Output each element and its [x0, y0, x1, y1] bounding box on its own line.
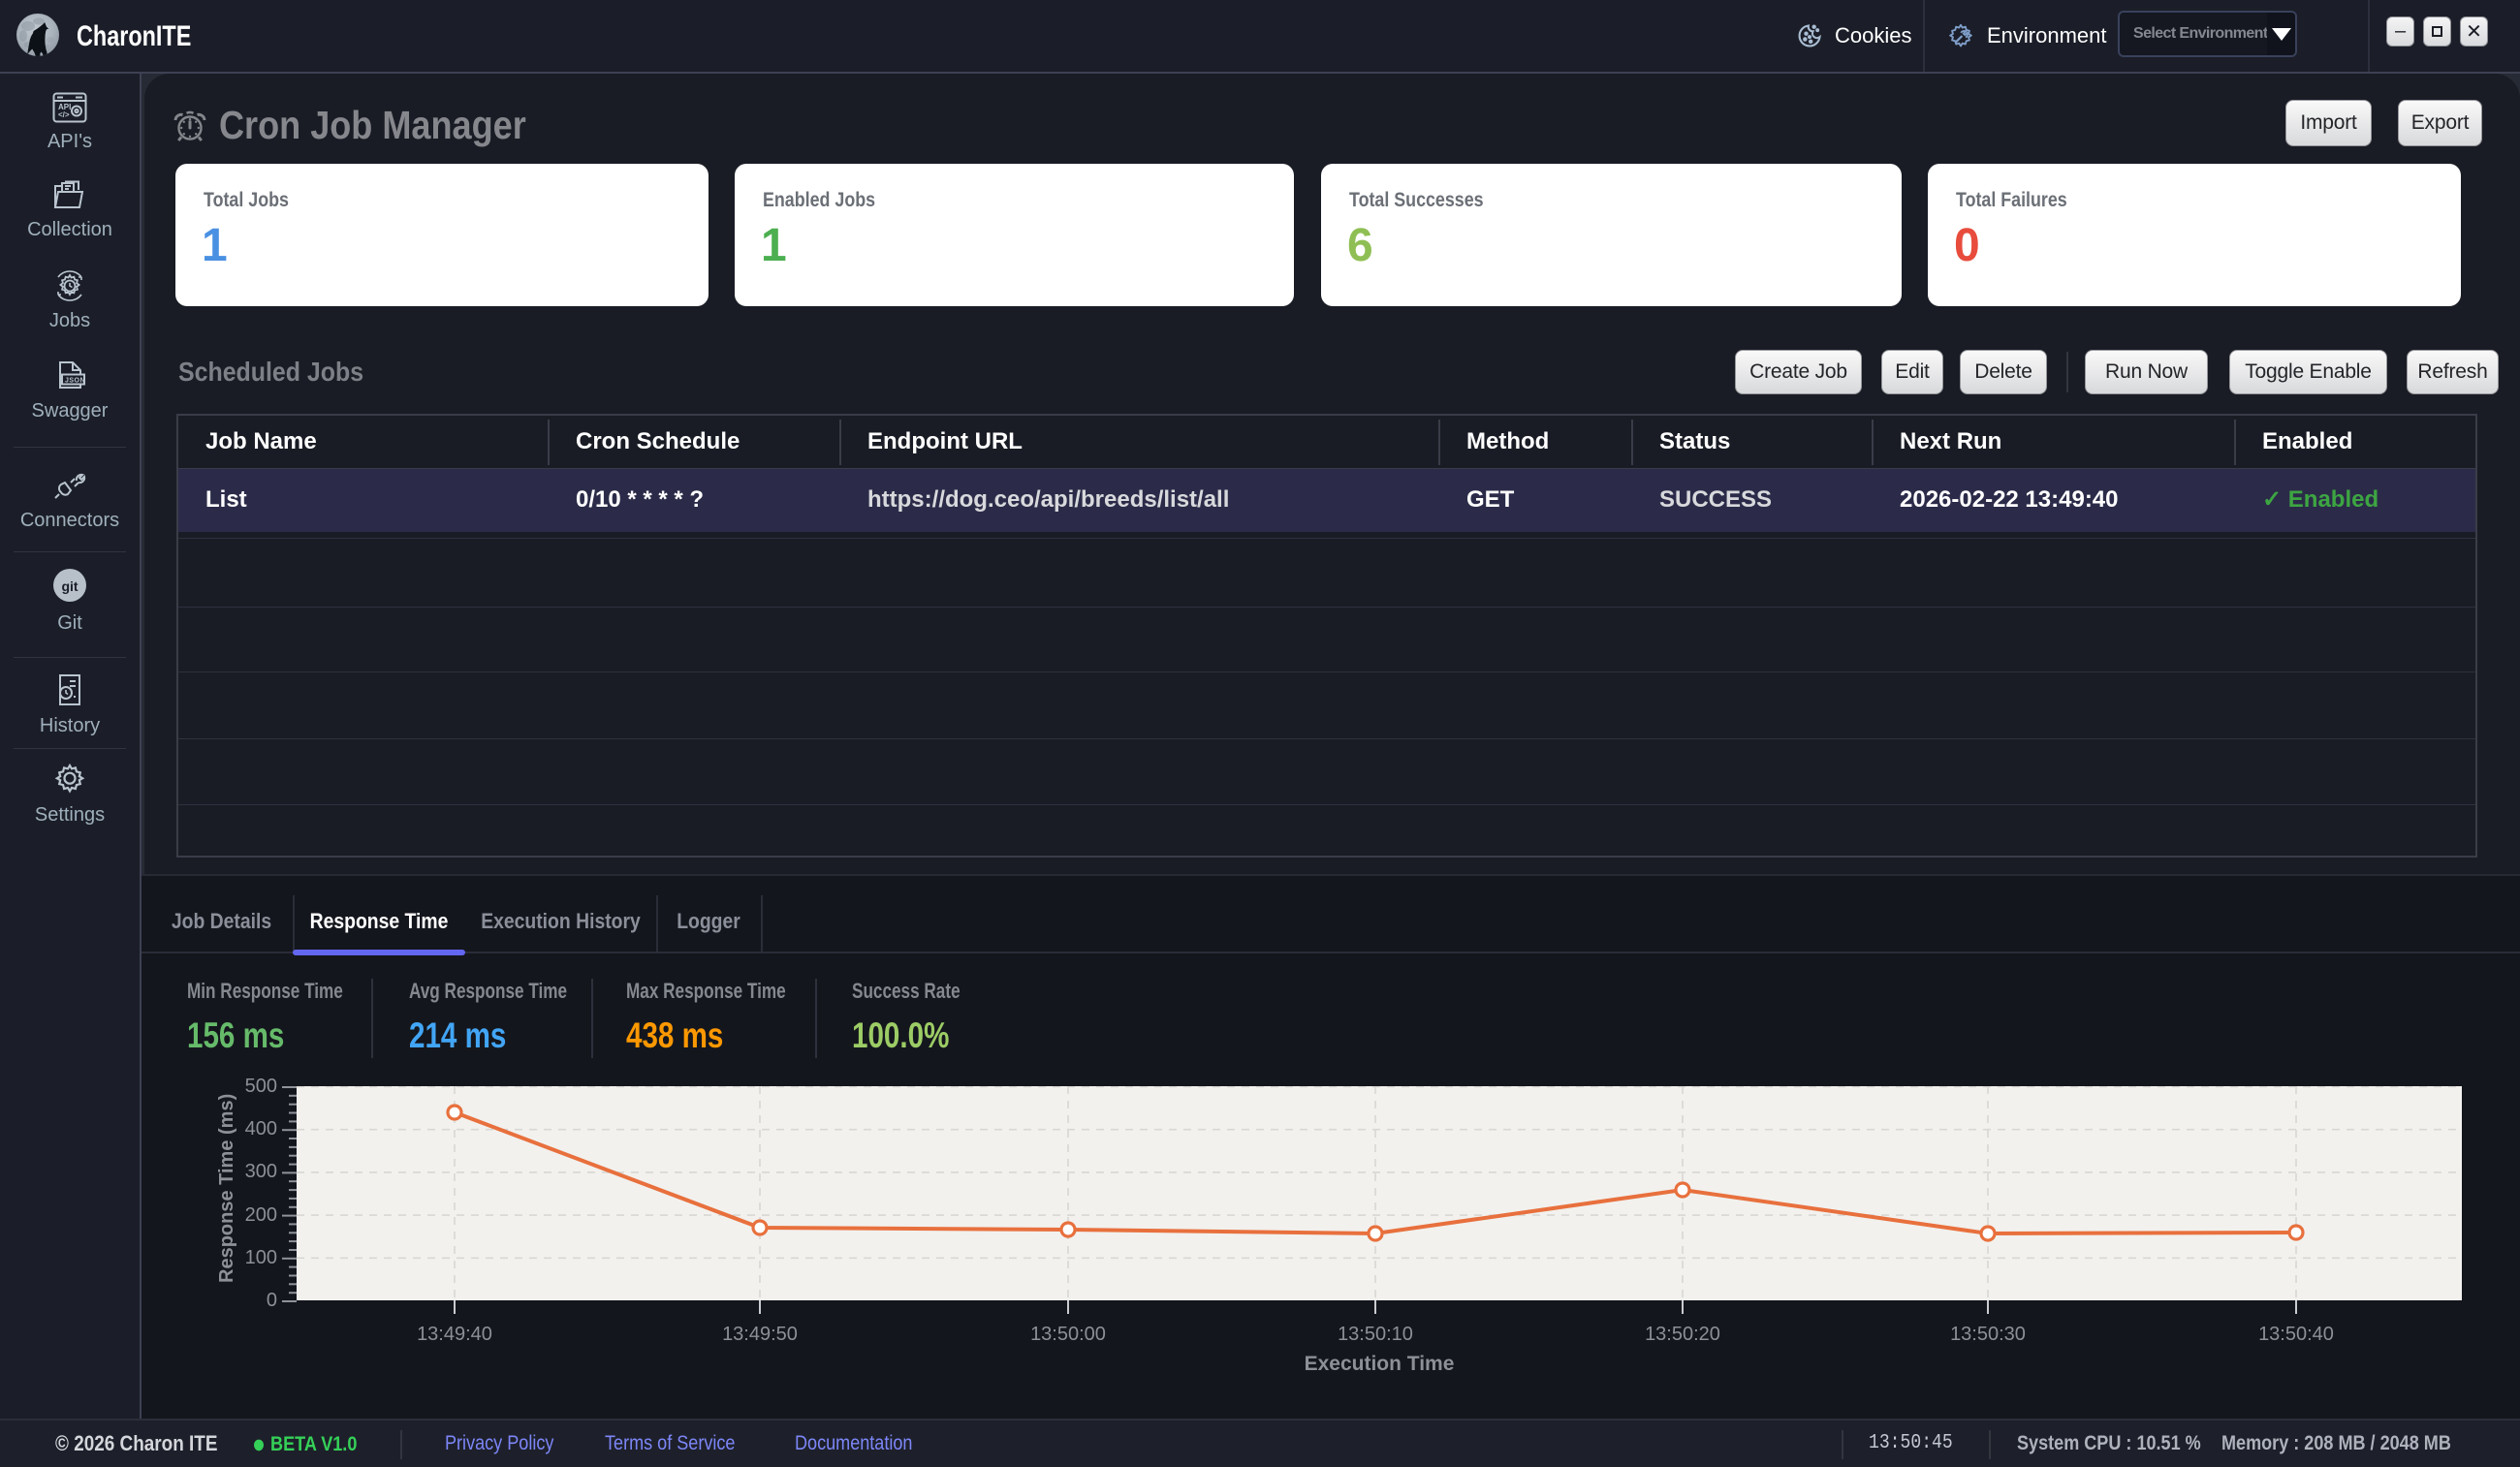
svg-text:JSON: JSON [65, 378, 85, 385]
svg-text:</>: </> [58, 110, 70, 119]
svg-text:git: git [61, 578, 78, 594]
svg-text:API: API [58, 103, 71, 111]
